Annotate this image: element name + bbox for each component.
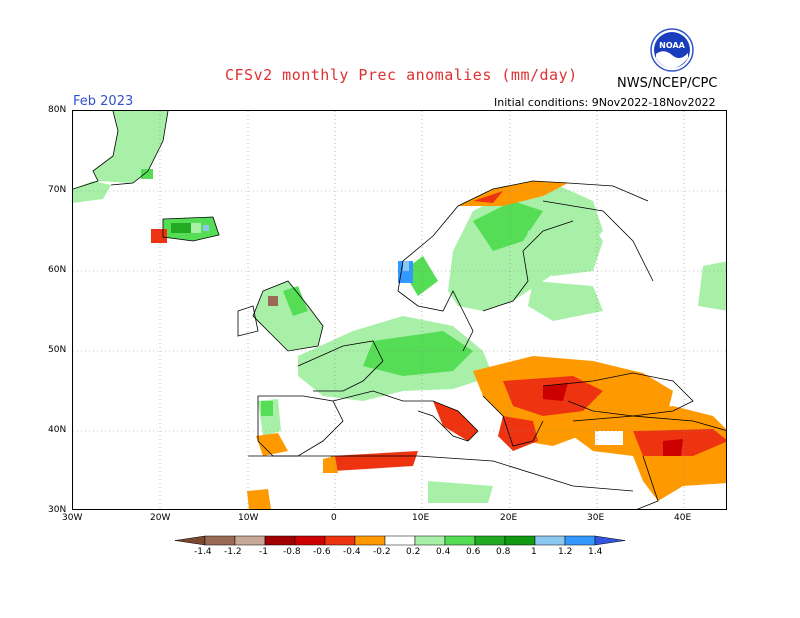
lon-label: 20W — [150, 513, 171, 523]
wet-anomalies — [73, 111, 726, 503]
legend-label: -0.8 — [283, 547, 301, 557]
lon-label: 30E — [587, 513, 605, 523]
lat-label: 50N — [48, 345, 67, 355]
wet-patch-greenland-west — [73, 181, 111, 203]
legend-label: -1.2 — [224, 547, 242, 557]
colorbar-swatch — [384, 535, 416, 546]
lon-label: 40E — [674, 513, 692, 523]
forecast-month: Feb 2023 — [73, 94, 134, 109]
colorbar-swatch — [294, 535, 326, 546]
lat-label: 60N — [48, 265, 67, 275]
anomaly-map — [72, 110, 727, 510]
colorbar-swatch — [264, 535, 296, 546]
colorbar-swatch — [354, 535, 386, 546]
noaa-logo-icon: NOAA — [650, 28, 694, 72]
colorbar-swatch — [474, 535, 506, 546]
legend-label: 0.8 — [496, 547, 511, 557]
colorbar-swatch — [204, 535, 236, 546]
legend-label: 0.4 — [436, 547, 451, 557]
colorbar-swatch — [414, 535, 446, 546]
colorbar-right-arrow — [594, 535, 626, 546]
lon-label: 10E — [412, 513, 430, 523]
colorbar-swatch — [324, 535, 356, 546]
lon-label: 10W — [238, 513, 259, 523]
legend-label: 1.2 — [558, 547, 573, 557]
svg-text:NOAA: NOAA — [659, 41, 685, 50]
wet-patch-greenland — [93, 111, 168, 183]
lon-label: 30W — [62, 513, 83, 523]
colorbar-swatch — [234, 535, 266, 546]
legend-label: 1 — [531, 547, 537, 557]
legend-label: -1 — [259, 547, 268, 557]
lat-label: 30N — [48, 505, 67, 515]
lat-label: 40N — [48, 425, 67, 435]
legend-label: 0.2 — [406, 547, 421, 557]
initial-conditions: Initial conditions: 9Nov2022-18Nov2022 — [494, 96, 716, 109]
lon-label: 20E — [500, 513, 518, 523]
colorbar-swatch — [504, 535, 536, 546]
graticule — [73, 111, 726, 509]
colorbar-left-arrow — [174, 535, 206, 546]
legend-label: 1.4 — [588, 547, 603, 557]
legend-label: -0.4 — [343, 547, 361, 557]
legend-label: -0.6 — [313, 547, 331, 557]
legend-label: -1.4 — [194, 547, 212, 557]
lat-label: 80N — [48, 105, 67, 115]
legend-label: -0.2 — [373, 547, 391, 557]
dry-anomalies — [151, 181, 726, 509]
colorbar-swatch — [444, 535, 476, 546]
coastlines — [73, 111, 726, 509]
colorbar-swatch — [564, 535, 596, 546]
legend-label: 0.6 — [466, 547, 481, 557]
colorbar-swatch — [534, 535, 566, 546]
map-canvas — [73, 111, 726, 509]
wet-patch-greenland-strong — [141, 169, 153, 179]
lon-label: 0 — [331, 513, 337, 523]
lat-label: 70N — [48, 185, 67, 195]
map-title: CFSv2 monthly Prec anomalies (mm/day) — [225, 66, 578, 84]
agency-label: NWS/NCEP/CPC — [617, 76, 718, 91]
